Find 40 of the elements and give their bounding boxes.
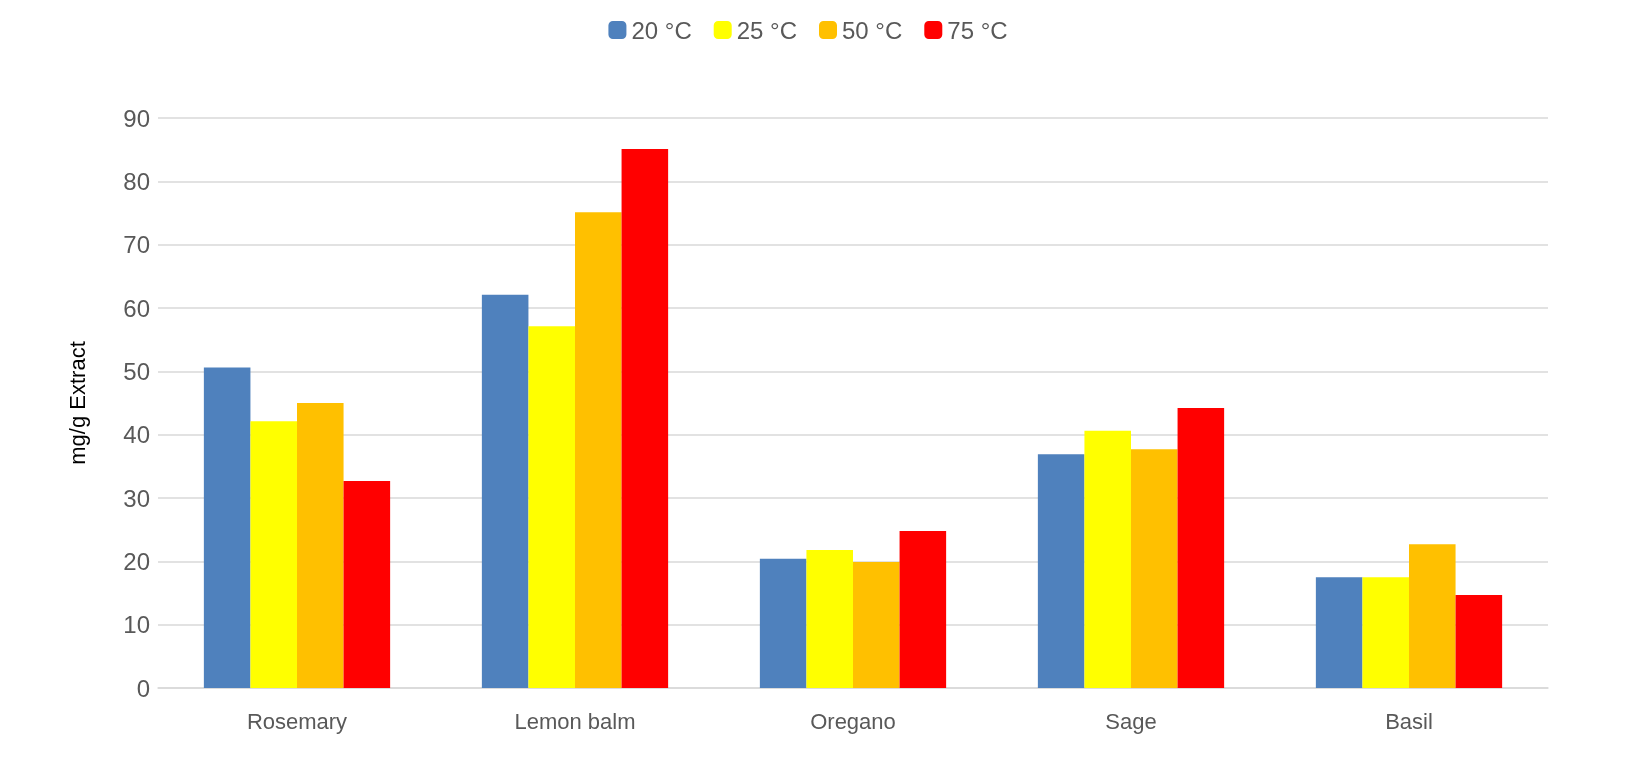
y-tick-label: 30 <box>123 484 150 512</box>
bar <box>1037 454 1085 688</box>
bar <box>1131 449 1178 688</box>
y-axis-title: mg/g Extract <box>64 341 90 465</box>
bar <box>806 549 853 688</box>
bar <box>481 294 529 688</box>
bar <box>621 149 669 688</box>
y-tick-label: 70 <box>123 231 150 259</box>
bar <box>1177 408 1225 688</box>
x-tick-label: Rosemary <box>246 708 348 734</box>
bar <box>1315 577 1363 688</box>
legend-label: 50 °C <box>842 16 903 44</box>
bar <box>575 212 622 688</box>
y-tick-label: 60 <box>123 294 150 322</box>
bar <box>528 326 575 688</box>
x-tick-label: Lemon balm <box>514 708 636 734</box>
bar <box>1409 544 1456 688</box>
y-tick-label: 20 <box>123 547 150 575</box>
y-tick-label: 10 <box>123 611 150 639</box>
bar <box>1362 577 1409 688</box>
bar <box>1084 430 1131 688</box>
y-tick-label: 40 <box>123 421 150 449</box>
y-tick-label: 80 <box>123 167 150 195</box>
legend-label: 25 °C <box>736 16 797 44</box>
bar <box>203 367 251 688</box>
x-tick-label: Basil <box>1385 708 1433 734</box>
legend-label: 20 °C <box>631 16 692 44</box>
x-tick-label: Sage <box>1105 708 1157 734</box>
y-tick-label: 50 <box>123 357 150 385</box>
bar <box>759 558 807 688</box>
bar <box>1455 594 1503 688</box>
legend-label: 75 °C <box>947 16 1008 44</box>
bar <box>899 530 947 688</box>
bar <box>250 421 297 688</box>
bar <box>297 403 344 688</box>
y-tick-label: 90 <box>123 104 150 132</box>
y-tick-label: 0 <box>136 674 150 702</box>
x-tick-label: Oregano <box>810 708 896 734</box>
bar <box>343 480 391 688</box>
bar <box>853 561 900 688</box>
